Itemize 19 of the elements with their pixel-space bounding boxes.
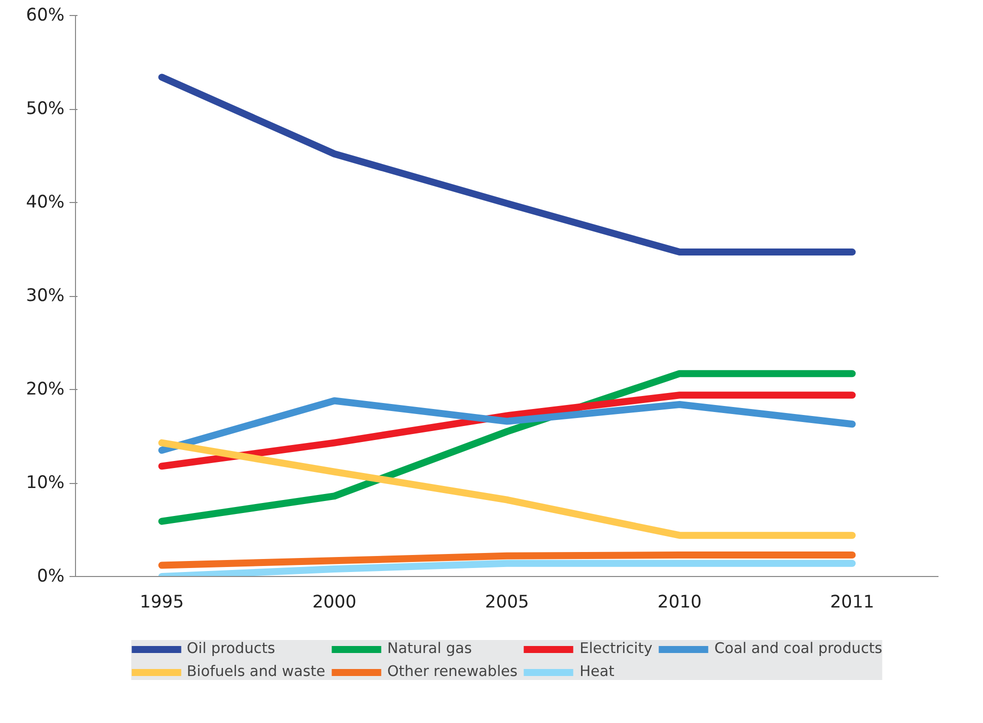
y-tick-label: 40%	[26, 192, 64, 212]
x-tick-label: 2010	[658, 592, 702, 612]
x-tick-label: 2011	[830, 592, 874, 612]
x-tick-label: 1995	[140, 592, 184, 612]
y-tick-label: 0%	[37, 566, 65, 586]
x-tick-label: 2005	[484, 592, 530, 612]
y-tick-label: 10%	[26, 473, 64, 493]
y-tick-label: 50%	[26, 99, 64, 119]
legend-label: Oil products	[186, 640, 276, 657]
y-tick-label: 20%	[26, 380, 64, 400]
legend-label: Coal and coal products	[714, 640, 882, 657]
legend-label: Natural gas	[387, 640, 472, 657]
legend-label: Electricity	[580, 640, 652, 657]
y-tick-label: 30%	[26, 286, 64, 306]
y-tick-label: 60%	[26, 6, 64, 26]
legend-label: Biofuels and waste	[186, 663, 326, 680]
x-tick-label: 2000	[312, 592, 356, 612]
legend-label: Heat	[580, 663, 614, 680]
legend-label: Other renewables	[387, 663, 518, 680]
